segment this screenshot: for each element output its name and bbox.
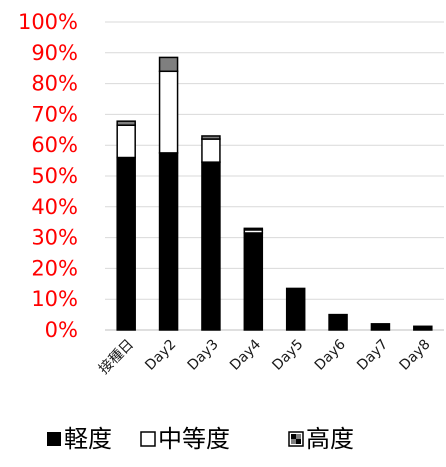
y-tick-label: 80% — [31, 72, 78, 96]
y-tick-label: 90% — [31, 41, 78, 65]
gridlines — [105, 21, 444, 331]
y-tick-label: 40% — [31, 195, 78, 219]
bar-segment-2 — [116, 120, 136, 126]
x-tick-label: Day5 — [269, 337, 306, 374]
bar-segment-1 — [201, 138, 221, 163]
bar-segment-0 — [158, 152, 179, 331]
bar-segment-1 — [116, 124, 136, 159]
y-tick-label: 10% — [31, 287, 78, 311]
bar-segment-2 — [243, 227, 264, 231]
y-tick-label: 100% — [18, 10, 78, 34]
x-tick-label: Day4 — [227, 336, 264, 373]
bar-segment-2 — [158, 56, 179, 73]
x-axis-ticks: 接種日 Day2 Day3 Day4 Day5 Day6 Day7 Day8 — [95, 336, 433, 378]
legend-label: 高度 — [306, 425, 354, 453]
bars — [116, 56, 433, 331]
x-tick-label: Day2 — [142, 337, 179, 374]
legend-swatch — [140, 431, 156, 447]
x-tick-label: Day8 — [396, 337, 433, 374]
legend: 軽度 中等度 高度 — [47, 425, 354, 453]
y-tick-label: 50% — [31, 164, 78, 188]
legend-swatch — [288, 431, 304, 447]
bar-segment-1 — [158, 70, 179, 154]
bar-segment-2 — [201, 135, 221, 140]
bar-segment-0 — [370, 323, 391, 331]
legend-swatch — [47, 432, 61, 446]
bar-segment-0 — [285, 287, 306, 331]
y-axis-ticks: 0% 10% 20% 30% 40% 50% 60% 70% 80% 90% 100% — [18, 10, 78, 342]
x-tick-label: Day7 — [354, 337, 391, 374]
x-tick-label: Day3 — [185, 337, 222, 374]
x-tick-label: Day6 — [312, 336, 349, 373]
bar-segment-0 — [328, 313, 348, 331]
y-tick-label: 0% — [45, 318, 78, 342]
legend-label: 中等度 — [158, 425, 230, 453]
bar-segment-0 — [413, 325, 433, 331]
y-tick-label: 20% — [31, 256, 78, 280]
bar-segment-0 — [201, 161, 221, 331]
y-tick-label: 60% — [31, 133, 78, 157]
y-tick-label: 70% — [31, 102, 78, 126]
bar-segment-0 — [116, 156, 136, 331]
y-tick-label: 30% — [31, 226, 78, 250]
legend-label: 軽度 — [64, 425, 112, 453]
x-tick-label: 接種日 — [95, 336, 137, 378]
bar-segment-0 — [243, 232, 264, 331]
